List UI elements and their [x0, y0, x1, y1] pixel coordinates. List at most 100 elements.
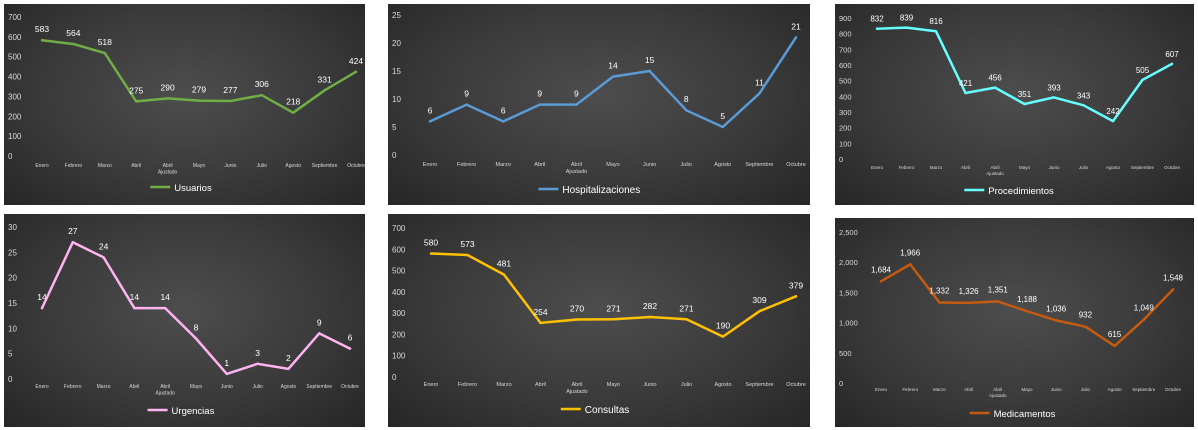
data-point	[611, 75, 615, 78]
y-tick-label: 100	[839, 139, 852, 148]
data-label: 242	[1106, 107, 1120, 116]
data-label: 309	[752, 295, 766, 305]
x-tick-label: Agosto	[1108, 387, 1123, 392]
data-label: 481	[497, 259, 511, 269]
y-tick-label: 600	[392, 245, 406, 254]
x-tick-label: Abril	[535, 382, 546, 388]
data-point	[648, 315, 652, 319]
y-tick-label: 20	[8, 274, 17, 283]
x-tick-label: Mayo	[1021, 387, 1033, 392]
x-tick-label: Enero	[424, 382, 439, 388]
chart-panel-consultas: 0 100 200 300 400 500 600 700 Enero Febrero Marzo A…	[388, 214, 810, 427]
data-label: 6	[348, 333, 353, 343]
x-tick-label: Abril	[131, 163, 141, 169]
y-tick-label: 200	[8, 112, 22, 121]
data-point	[102, 256, 105, 259]
data-point	[1111, 119, 1115, 123]
data-point	[794, 295, 798, 298]
data-point	[323, 89, 326, 92]
data-point	[133, 306, 136, 310]
data-label: 832	[870, 15, 884, 24]
data-point	[1025, 310, 1029, 313]
data-point	[166, 97, 169, 100]
data-label: 15	[645, 55, 655, 65]
y-tick-label: 400	[392, 288, 406, 297]
x-tick-label: Abril	[964, 387, 973, 392]
x-tick-label: Abril Ajustado	[566, 382, 587, 395]
data-label: 331	[318, 74, 332, 84]
series-line-medicamentos	[879, 263, 1175, 348]
x-tick-label: Agosto	[1106, 165, 1121, 170]
y-tick-label: 500	[392, 267, 406, 276]
x-tick-label: Octubre	[347, 163, 365, 169]
data-label: 518	[98, 37, 112, 47]
data-label: 306	[255, 79, 269, 89]
data-label: 271	[679, 303, 693, 313]
line-chart-consultas: 0 100 200 300 400 500 600 700 Enero Febrero Marzo A…	[392, 224, 806, 416]
data-point	[225, 372, 228, 376]
y-tick-label: 15	[8, 299, 17, 308]
x-tick-label: Marzo	[496, 162, 511, 168]
data-label: 3	[255, 348, 260, 358]
data-point	[575, 318, 579, 321]
data-point	[71, 241, 75, 244]
y-tick-label: 25	[8, 248, 17, 257]
data-point	[1141, 78, 1144, 82]
x-tick-label: Abril Ajustado	[986, 165, 1004, 176]
x-tick-label: Marzo	[97, 384, 111, 390]
y-tick-label: 5	[392, 123, 397, 132]
x-tick-label: Febrero	[457, 162, 476, 168]
x-tick-label: Enero	[35, 163, 49, 169]
data-point	[103, 51, 107, 55]
x-tick-label: Septiembre	[745, 382, 773, 388]
y-tick-label: 900	[839, 14, 852, 23]
data-label: 6	[501, 105, 506, 115]
data-point	[40, 39, 44, 42]
data-label: 14	[160, 292, 170, 302]
y-tick-label: 200	[392, 330, 406, 339]
data-label: 1,188	[1017, 295, 1038, 304]
x-tick-label: Julio	[257, 163, 268, 169]
x-tick-label: Septiembre	[1132, 387, 1156, 392]
y-tick-label: 1,500	[839, 288, 858, 297]
y-tick-label: 300	[839, 108, 852, 117]
line-chart-medicamentos: 0 500 1,000 1,500 2,000 2,500 Enero Febrero Marz…	[839, 228, 1184, 420]
data-label: 254	[533, 307, 547, 317]
data-label: 190	[716, 321, 730, 331]
legend-label: Hospitalizaciones	[562, 185, 640, 196]
data-label: 1,332	[929, 287, 950, 296]
data-label: 275	[129, 85, 143, 95]
series-line-usuarios	[40, 38, 358, 114]
y-tick-label: 2,000	[839, 258, 858, 267]
data-point	[538, 103, 541, 106]
x-tick-label: Octubre	[786, 162, 806, 168]
y-tick-label: 800	[839, 30, 852, 39]
data-label: 14	[37, 292, 47, 302]
data-label: 279	[192, 85, 206, 95]
x-tick-label: Junio	[221, 384, 233, 390]
x-tick-label: Enero	[871, 165, 884, 170]
x-tick-label: Octubre	[786, 382, 806, 388]
x-tick-label: Febrero	[64, 384, 82, 390]
x-tick-label: Junio	[643, 382, 656, 388]
data-label: 9	[464, 89, 469, 99]
data-point	[758, 92, 761, 95]
data-point	[905, 26, 908, 29]
data-point	[964, 91, 967, 95]
data-label: 282	[643, 301, 657, 311]
x-tick-label: Julio	[1081, 387, 1091, 392]
data-label: 573	[460, 239, 474, 249]
chart-panel-procedimientos: 0 100 200 300 400 500 600 700 800 900 Enero Febrero…	[835, 4, 1194, 205]
x-tick-label: Mayo	[193, 163, 205, 169]
x-tick-label: Agosto	[285, 163, 301, 169]
y-tick-label: 700	[392, 224, 406, 233]
y-tick-label: 0	[392, 373, 397, 382]
data-point	[40, 306, 44, 310]
data-point	[1142, 318, 1145, 321]
data-point	[465, 103, 468, 106]
x-tick-label: Marzo	[933, 387, 946, 392]
data-point	[1171, 288, 1175, 291]
x-tick-label: Abril	[129, 384, 139, 390]
data-point	[466, 253, 469, 257]
data-point	[194, 337, 198, 340]
